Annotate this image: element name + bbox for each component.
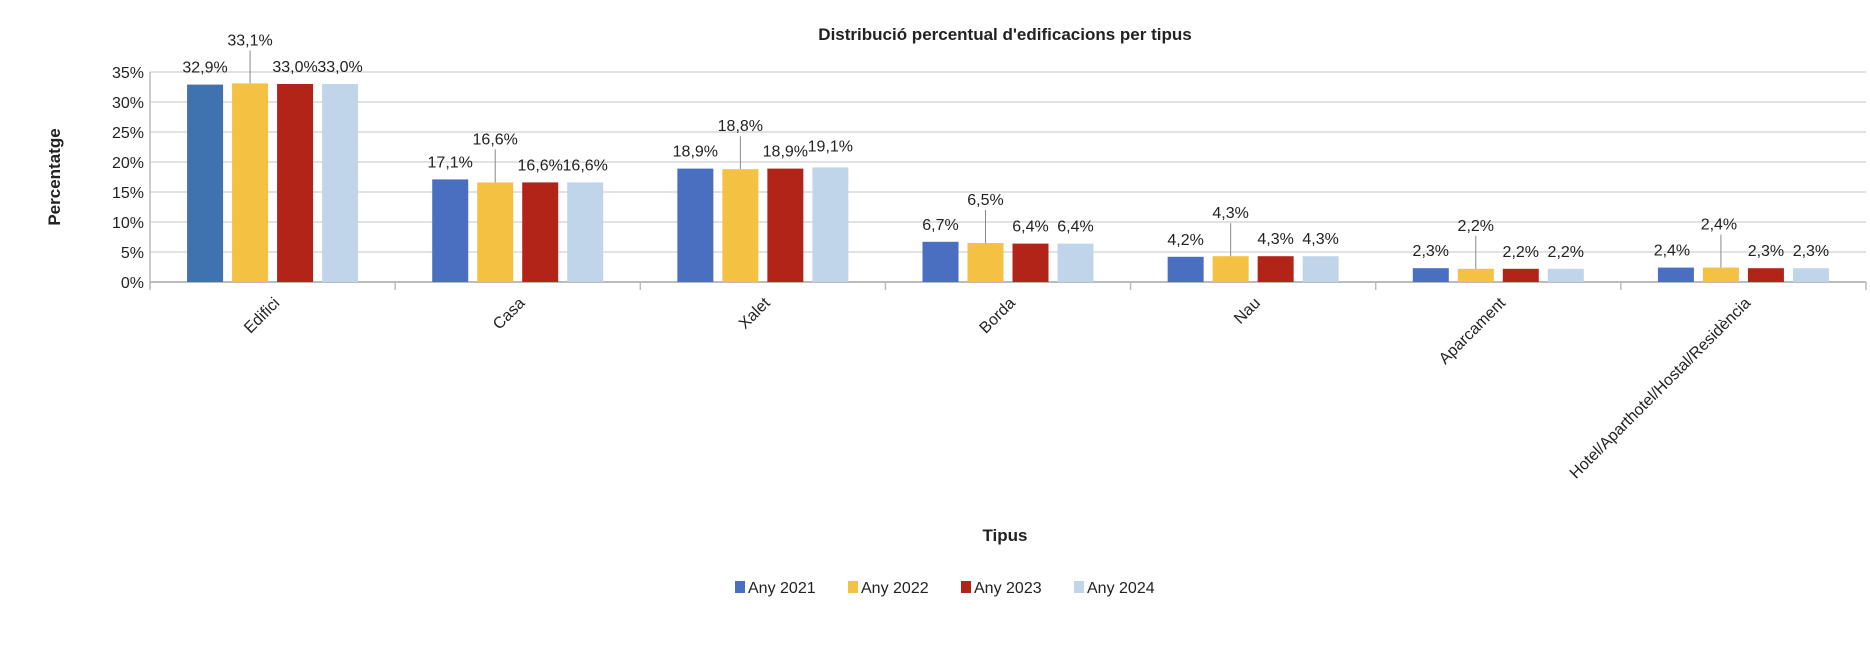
legend-swatch bbox=[1074, 581, 1084, 593]
data-label: 2,3% bbox=[1748, 243, 1784, 260]
y-tick-label: 35% bbox=[112, 65, 144, 82]
legend-item: Any 2023 bbox=[961, 580, 1042, 597]
y-tick-label: 25% bbox=[112, 125, 144, 142]
bar bbox=[1167, 256, 1204, 282]
chart-title: Distribució percentual d'edificacions pe… bbox=[818, 25, 1191, 44]
y-tick-label: 0% bbox=[121, 275, 144, 292]
y-axis-ticks: 0% 5% 10% 15% 20% 25% 30% 35% bbox=[112, 65, 144, 292]
bar bbox=[1412, 268, 1449, 282]
bar bbox=[1547, 268, 1584, 282]
x-tick-label: Borda bbox=[977, 295, 1019, 337]
x-tick-label: Xalet bbox=[736, 294, 774, 332]
legend-item: Any 2021 bbox=[735, 580, 816, 597]
data-label: 6,7% bbox=[922, 217, 958, 234]
bar bbox=[277, 84, 314, 282]
legend-label: Any 2024 bbox=[1087, 580, 1155, 597]
y-tick-label: 10% bbox=[112, 215, 144, 232]
legend-swatch bbox=[961, 581, 971, 593]
data-label: 4,3% bbox=[1212, 205, 1248, 222]
data-label: 2,2% bbox=[1548, 244, 1584, 261]
data-label: 6,4% bbox=[1012, 219, 1048, 236]
data-label: 19,1% bbox=[808, 138, 853, 155]
data-label: 2,2% bbox=[1458, 218, 1494, 235]
data-label: 2,3% bbox=[1413, 243, 1449, 260]
legend-item: Any 2022 bbox=[848, 580, 929, 597]
bar bbox=[1702, 267, 1739, 282]
data-label: 32,9% bbox=[182, 60, 227, 77]
bar bbox=[567, 182, 604, 282]
x-tick-label: Hotel/Aparthotel/Hostal/Residència bbox=[1567, 295, 1755, 483]
bar bbox=[922, 241, 959, 282]
data-label: 18,9% bbox=[763, 144, 808, 161]
bar bbox=[232, 83, 269, 283]
bar bbox=[477, 182, 514, 282]
legend: Any 2021 Any 2022 Any 2023 Any 2024 bbox=[735, 580, 1155, 597]
legend-label: Any 2023 bbox=[974, 580, 1042, 597]
x-tick-label: Aparcament bbox=[1436, 294, 1509, 367]
data-label: 17,1% bbox=[428, 154, 473, 171]
data-label: 2,4% bbox=[1654, 243, 1690, 260]
y-tick-label: 15% bbox=[112, 185, 144, 202]
data-label: 18,9% bbox=[673, 144, 718, 161]
data-label: 33,0% bbox=[317, 59, 362, 76]
y-tick-label: 30% bbox=[112, 95, 144, 112]
y-axis-label: Percentatge bbox=[45, 128, 64, 225]
data-label: 16,6% bbox=[473, 131, 518, 148]
data-label: 33,0% bbox=[272, 59, 317, 76]
data-label: 2,3% bbox=[1793, 243, 1829, 260]
bar bbox=[322, 84, 359, 282]
bar bbox=[522, 182, 559, 282]
data-label: 6,5% bbox=[967, 192, 1003, 209]
x-axis-ticks: Edifici Casa Xalet Borda Nau Aparcament Hotel/… bbox=[241, 294, 1754, 482]
bar bbox=[187, 84, 224, 282]
legend-label: Any 2021 bbox=[748, 580, 816, 597]
gridlines bbox=[149, 71, 1867, 290]
data-label: 16,6% bbox=[518, 157, 563, 174]
data-label: 4,3% bbox=[1257, 231, 1293, 248]
data-label: 6,4% bbox=[1057, 219, 1093, 236]
bar bbox=[1792, 268, 1829, 282]
bar bbox=[1212, 256, 1249, 282]
data-label: 33,1% bbox=[227, 32, 272, 49]
bar bbox=[432, 179, 469, 282]
y-tick-label: 5% bbox=[121, 245, 144, 262]
bar bbox=[1057, 243, 1094, 282]
x-axis-label: Tipus bbox=[982, 526, 1027, 545]
data-label: 4,2% bbox=[1167, 232, 1203, 249]
bar bbox=[677, 168, 714, 282]
bar bbox=[1302, 256, 1339, 282]
bar bbox=[1502, 268, 1539, 282]
x-tick-label: Nau bbox=[1231, 295, 1264, 328]
data-label: 2,4% bbox=[1701, 217, 1737, 234]
bar bbox=[767, 168, 804, 282]
data-label: 2,2% bbox=[1503, 244, 1539, 261]
y-tick-label: 20% bbox=[112, 155, 144, 172]
bar bbox=[1747, 268, 1784, 282]
legend-swatch bbox=[735, 581, 745, 593]
data-label: 4,3% bbox=[1302, 231, 1338, 248]
x-tick-label: Casa bbox=[490, 295, 529, 334]
bar bbox=[1457, 268, 1494, 282]
legend-item: Any 2024 bbox=[1074, 580, 1155, 597]
legend-label: Any 2022 bbox=[861, 580, 929, 597]
bar bbox=[812, 167, 849, 282]
bar bbox=[967, 243, 1004, 282]
bars bbox=[187, 83, 1829, 283]
data-labels: 32,9%33,1%33,0% 33,0%17,1%16,6%16,6% 16,6%… bbox=[182, 32, 1829, 269]
bar bbox=[1657, 267, 1694, 282]
data-label: 18,8% bbox=[718, 118, 763, 135]
bar bbox=[1012, 243, 1049, 282]
legend-swatch bbox=[848, 581, 858, 593]
data-label: 16,6% bbox=[563, 157, 608, 174]
bar bbox=[1257, 256, 1294, 282]
x-tick-label: Edifici bbox=[241, 295, 283, 337]
bar bbox=[722, 169, 759, 282]
